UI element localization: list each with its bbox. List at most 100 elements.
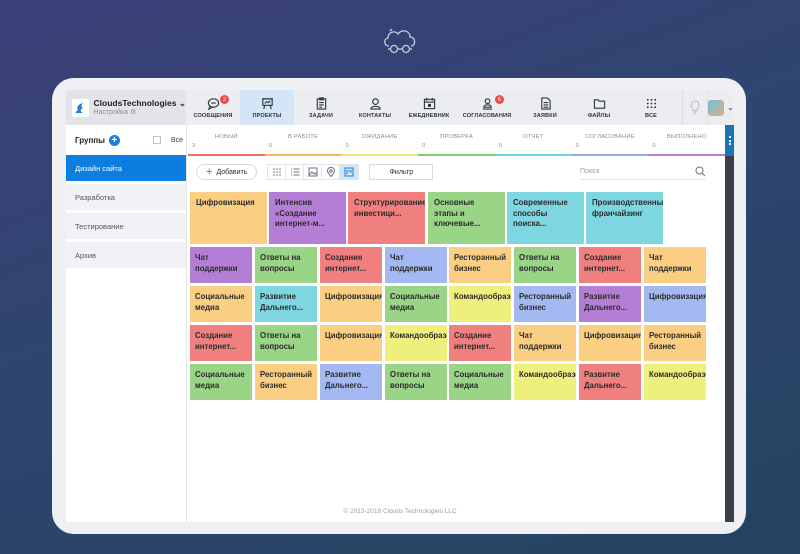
status-color-bar [418, 154, 495, 156]
nav-files[interactable]: ФАЙЛЫ [572, 90, 626, 125]
nav-label: ЕЖЕДНЕВНИК [408, 112, 450, 119]
sidebar-item-testing[interactable]: Тестирование [66, 213, 186, 239]
status-column[interactable]: ОТЧЕТ 0 [494, 125, 572, 156]
project-card[interactable]: Командообразование [514, 364, 576, 400]
project-card[interactable]: Цифровизация [579, 325, 641, 361]
status-count: 0 [268, 143, 272, 149]
status-color-bar [494, 154, 572, 156]
nav-messages[interactable]: СООБЩЕНИЯ 2 [186, 90, 240, 125]
project-card[interactable]: Чат поддержки [385, 247, 447, 283]
sidebar-item-development[interactable]: Разработка [66, 184, 186, 210]
add-button[interactable]: + Добавить [196, 164, 258, 180]
sidebar-item-design[interactable]: Дизайн сайта [66, 155, 186, 181]
chevron-down-icon: ⌄ [727, 103, 734, 112]
more-options-button[interactable] [725, 125, 734, 156]
project-card[interactable]: Ресторанный бизнес [514, 286, 576, 322]
view-map-button[interactable] [322, 165, 341, 179]
nav-all[interactable]: ВСЕ [626, 90, 676, 125]
status-count: 0 [345, 143, 349, 149]
status-column[interactable]: СОГЛАСОВАНИЕ 0 [571, 125, 649, 156]
status-name: СОГЛАСОВАНИЕ [585, 134, 635, 140]
project-card[interactable]: Создание интернет... [449, 325, 511, 361]
project-card[interactable]: Развитие Дальнего... [579, 364, 641, 400]
status-name: ОТЧЕТ [523, 134, 544, 140]
nav-planner[interactable]: ЕЖЕДНЕВНИК [402, 90, 456, 125]
project-card[interactable]: Социальные медиа [190, 364, 252, 400]
project-card[interactable]: Интенсив «Создание интернет-м... [269, 192, 346, 244]
status-column[interactable]: ОЖИДАНИЕ 0 [341, 125, 419, 156]
toolbar: + Добавить Фильтр [196, 163, 706, 181]
project-card[interactable]: Цифровизация [644, 286, 706, 322]
nav-contacts[interactable]: КОНТАКТЫ [348, 90, 402, 125]
add-group-button[interactable]: + [108, 134, 120, 146]
search-input[interactable] [580, 168, 680, 175]
project-card[interactable]: Цифровизация [190, 192, 267, 244]
nav-approvals[interactable]: СОГЛАСОВАНИЯ 6 [456, 90, 518, 125]
view-list-button[interactable] [286, 165, 305, 179]
view-kanban-button[interactable] [340, 165, 359, 179]
project-card[interactable]: Производственный франчайзинг [586, 192, 663, 244]
project-card[interactable]: Создание интернет... [579, 247, 641, 283]
filter-button[interactable]: Фильтр [369, 164, 434, 180]
status-column[interactable]: В РАБОТЕ 0 [264, 125, 342, 156]
project-card[interactable]: Ответы на вопросы [514, 247, 576, 283]
project-card[interactable]: Развитие Дальнего... [320, 364, 382, 400]
project-card[interactable]: Современные способы поиска... [507, 192, 584, 244]
header-divider [707, 90, 709, 125]
grid-icon [646, 98, 656, 108]
project-card[interactable]: Ресторанный бизнес [449, 247, 511, 283]
project-card[interactable]: Социальные медиа [449, 364, 511, 400]
groups-title: Группы [75, 135, 105, 145]
project-card[interactable]: Создание интернет... [190, 325, 252, 361]
search-icon[interactable] [695, 166, 706, 177]
status-column[interactable]: ПРОВЕРКА 0 [418, 125, 495, 156]
project-card[interactable]: Развитие Дальнего... [255, 286, 317, 322]
project-card[interactable]: Командообразование [449, 286, 511, 322]
project-card[interactable]: Создание интернет... [320, 247, 382, 283]
status-column[interactable]: ВЫПОЛНЕНО 0 [648, 125, 726, 156]
folder-icon [593, 98, 605, 109]
status-count: 3 [192, 143, 196, 149]
add-label: Добавить [216, 168, 248, 176]
profile-menu[interactable]: ⌄ [708, 90, 734, 125]
project-card[interactable]: Основные этапы и ключевые... [428, 192, 505, 244]
settings-link[interactable]: Настройка ⚙ [93, 108, 137, 116]
tips-button[interactable] [683, 90, 708, 125]
select-all-checkbox[interactable] [152, 136, 161, 144]
project-card[interactable]: Чат поддержки [514, 325, 576, 361]
project-card[interactable]: Командообразование [385, 325, 447, 361]
project-card[interactable]: Социальные медиа [385, 286, 447, 322]
project-card[interactable]: Командообразование [644, 364, 706, 400]
status-name: В РАБОТЕ [288, 134, 319, 140]
status-name: ПРОВЕРКА [440, 134, 473, 140]
presentation-board-icon [261, 97, 273, 109]
sidebar-item-archive[interactable]: Архив [66, 242, 186, 268]
view-gallery-button[interactable] [304, 165, 323, 179]
nav-requests[interactable]: ЗАЯВКИ [518, 90, 572, 125]
project-card[interactable]: Ответы на вопросы [385, 364, 447, 400]
project-card[interactable]: Социальные медиа [190, 286, 252, 322]
nav-projects[interactable]: ПРОЕКТЫ [240, 90, 294, 125]
nav-tasks[interactable]: ЗАДАЧИ [294, 90, 348, 125]
nav-label: ЗАЯВКИ [533, 112, 557, 119]
status-pipeline: НОВЫЙ 3 В РАБОТЕ 0 ОЖИДАНИЕ 0 ПРОВЕРКА 0… [188, 125, 726, 156]
project-card[interactable]: Структурирование инвестици... [348, 192, 425, 244]
header-divider [682, 90, 683, 125]
nav-label: ФАЙЛЫ [587, 112, 611, 119]
status-color-bar [648, 154, 726, 156]
project-card[interactable]: Ресторанный бизнес [644, 325, 706, 361]
project-card[interactable]: Чат поддержки [190, 247, 252, 283]
project-card[interactable]: Ресторанный бизнес [255, 364, 317, 400]
status-column[interactable]: НОВЫЙ 3 [188, 125, 265, 156]
view-tiles-button[interactable] [268, 165, 287, 179]
project-card[interactable]: Ответы на вопросы [255, 325, 317, 361]
project-card[interactable]: Чат поддержки [644, 247, 706, 283]
status-color-bar [188, 154, 265, 156]
project-card[interactable]: Цифровизация [320, 325, 382, 361]
project-card[interactable]: Развитие Дальнего... [579, 286, 641, 322]
top-header: CloudsTechnologies ⌄ Настройка ⚙ СООБЩЕН… [66, 90, 734, 125]
project-card[interactable]: Цифровизация [320, 286, 382, 322]
project-card[interactable]: Ответы на вопросы [255, 247, 317, 283]
kanban-icon [344, 167, 354, 177]
brand-switcher[interactable]: CloudsTechnologies ⌄ Настройка ⚙ [66, 90, 186, 125]
